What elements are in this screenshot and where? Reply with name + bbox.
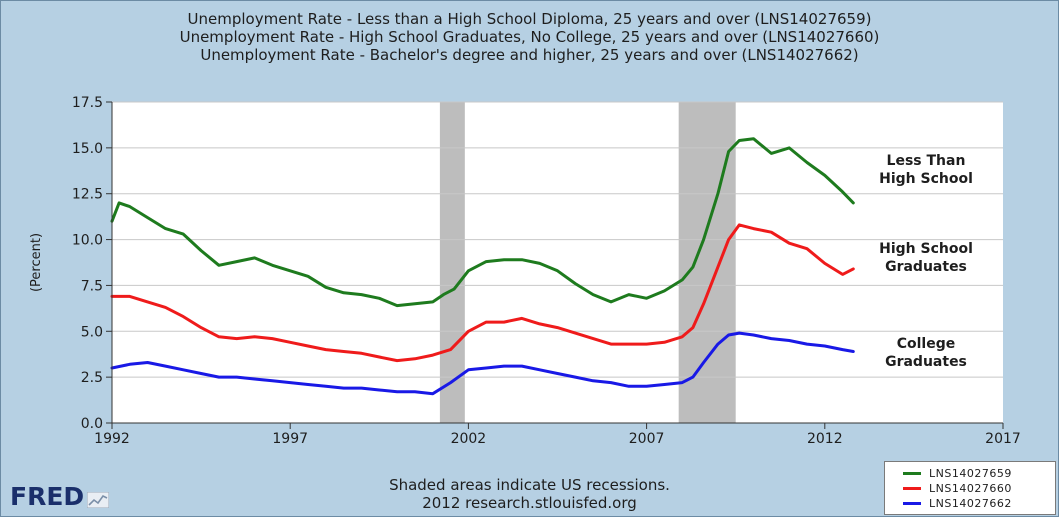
x-tick-label: 1997 — [272, 431, 308, 447]
chart-title-line-1: Unemployment Rate - Less than a High Sch… — [187, 10, 872, 28]
series-line-LNS14027662 — [110, 331, 855, 396]
annotation-line: Graduates — [885, 354, 967, 370]
annotation-line: Less Than — [887, 153, 966, 169]
chart-title-line-2: Unemployment Rate - High School Graduate… — [179, 28, 880, 46]
recession-band — [678, 102, 736, 423]
y-tick-label: 15.0 — [72, 141, 103, 157]
legend-item-green: LNS14027659 — [903, 466, 1012, 480]
legend-label: LNS14027662 — [929, 496, 1012, 510]
series-line-LNS14027659 — [110, 137, 855, 308]
x-tick-label: 1992 — [94, 431, 130, 447]
fred-chart-icon — [87, 492, 110, 508]
y-tick-label: 10.0 — [72, 233, 103, 249]
chart-titles: Unemployment Rate - Less than a High Sch… — [0, 10, 1059, 64]
recession-band — [439, 102, 465, 423]
fred-logo-text: FRED — [10, 482, 85, 511]
chart-title-line-3: Unemployment Rate - Bachelor's degree an… — [200, 46, 859, 64]
source-note: 2012 research.stlouisfed.org — [422, 494, 637, 512]
annotation-line: College — [897, 336, 956, 352]
legend-item-red: LNS14027660 — [903, 481, 1012, 495]
fred-logo[interactable]: FRED — [10, 482, 110, 511]
legend-item-blue: LNS14027662 — [903, 496, 1012, 510]
y-tick-label: 17.5 — [72, 95, 103, 111]
series-annotation: Less Than High School — [879, 153, 973, 187]
plot-area — [112, 102, 1003, 423]
y-tick-label: 0.0 — [81, 416, 103, 432]
annotation-line: High School — [879, 171, 973, 187]
legend-label: LNS14027660 — [929, 481, 1012, 495]
x-tick-label: 2007 — [629, 431, 665, 447]
x-tick-label: 2012 — [807, 431, 843, 447]
legend-label: LNS14027659 — [929, 466, 1012, 480]
x-tick-label: 2002 — [451, 431, 487, 447]
chart-legend: LNS14027659 LNS14027660 LNS14027662 — [884, 461, 1056, 515]
series-annotation: College Graduates — [885, 336, 967, 370]
chart-footer: Shaded areas indicate US recessions. 201… — [0, 476, 1059, 512]
legend-swatch-green — [903, 471, 921, 475]
x-tick-label: 2017 — [985, 431, 1021, 447]
series-line-LNS14027660 — [110, 223, 855, 363]
y-tick-label: 7.5 — [81, 278, 103, 294]
y-tick-label: 2.5 — [81, 370, 103, 386]
annotation-line: High School — [879, 241, 973, 257]
recession-note: Shaded areas indicate US recessions. — [389, 476, 670, 494]
y-axis-label: (Percent) — [29, 233, 44, 292]
y-tick-label: 5.0 — [81, 324, 103, 340]
y-tick-label: 12.5 — [72, 187, 103, 203]
annotation-line: Graduates — [885, 259, 967, 275]
series-annotation: High School Graduates — [879, 241, 973, 275]
legend-swatch-blue — [903, 501, 921, 505]
legend-swatch-red — [903, 486, 921, 490]
